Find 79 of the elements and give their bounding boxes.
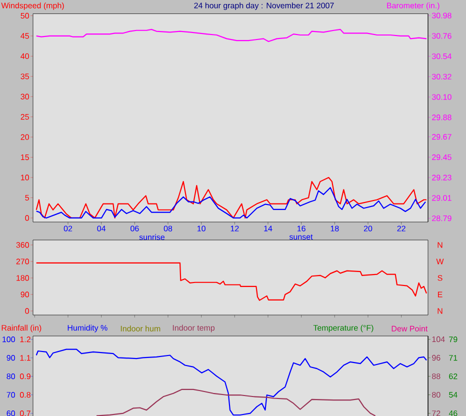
y-tick-label: 270 — [16, 258, 29, 264]
text: Rainfall (in) — [2, 324, 42, 332]
y-tick-label: 40 — [20, 53, 29, 60]
y2-axis-title: Barometer (in.) — [387, 2, 440, 10]
y-tick-label: 100 — [2, 336, 15, 342]
y-tick-label: 35 — [20, 74, 29, 80]
line-series — [36, 187, 426, 219]
y2-tick-label: 104 — [432, 336, 445, 342]
y2-tick-label: 88 — [432, 373, 440, 380]
text: 0.8 — [20, 392, 30, 398]
y3-tick-label: 62 — [449, 373, 458, 380]
y-tick-label: 15 — [21, 154, 29, 160]
y2-tick-label: 96 — [432, 354, 440, 361]
y2-tick-label: 30.54 — [432, 53, 452, 60]
text: Indoor hum — [120, 326, 160, 332]
y-tick-label: 25 — [20, 114, 29, 120]
text: N — [438, 308, 442, 314]
y2-tick-label: 29.88 — [432, 114, 452, 120]
text: Indoor temp — [172, 324, 215, 332]
text: S — [438, 275, 442, 281]
y2-tick-label: 30.32 — [432, 74, 452, 80]
y2-tick-label: 29.01 — [432, 195, 452, 201]
x-tick-label: 02 — [64, 226, 72, 232]
line-series — [36, 348, 428, 416]
y2-tick-label: 29.45 — [432, 154, 452, 160]
text: 1.1 — [20, 355, 30, 361]
x-tick-label: 08 — [164, 226, 172, 232]
x-tick-label: 06 — [130, 226, 139, 232]
y-tick-label: 180 — [16, 275, 29, 281]
y3-tick-label: 79 — [449, 336, 458, 342]
x-tick-label: 04 — [97, 226, 106, 232]
y-tick-label: 360 — [16, 242, 29, 248]
line-series — [36, 262, 428, 301]
y2-tick-label: 72 — [432, 410, 440, 416]
y2-tick-label: 30.76 — [432, 33, 452, 39]
y2-tick-label: 29.23 — [432, 174, 452, 180]
x-tick-label: 10 — [198, 226, 206, 232]
line-series — [36, 176, 428, 219]
y2-tick-label: 80 — [432, 392, 440, 398]
text: 0.7 — [20, 410, 30, 416]
text: E — [438, 292, 442, 298]
y-tick-label: 20 — [20, 134, 29, 140]
y2-tick-label: 30.98 — [432, 12, 452, 18]
x-tick-label: 12 — [230, 226, 239, 232]
text: sunrise — [139, 234, 165, 240]
x-tick-label: 20 — [364, 226, 372, 232]
x-tick-label: 14 — [264, 226, 272, 232]
x-tick-label: 16 — [298, 226, 306, 232]
text: N — [438, 242, 442, 248]
x-tick-label: 18 — [330, 226, 339, 232]
text: sunset — [289, 234, 313, 240]
y-tick-label: 45 — [20, 33, 29, 39]
y-tick-label: 0 — [25, 308, 29, 314]
y-tick-label: 70 — [6, 392, 15, 398]
y3-axis-title: Temperature (°F) — [313, 324, 374, 332]
x-tick-label: 22 — [397, 226, 406, 232]
text: Dew Point — [392, 326, 428, 332]
y-tick-label: 30 — [20, 94, 29, 100]
text: Humidity % — [68, 324, 108, 332]
line-series — [96, 388, 376, 416]
y-tick-label: 90 — [20, 292, 29, 298]
text: 1.2 — [20, 336, 30, 342]
y2-tick-label: 28.79 — [432, 215, 452, 222]
y-tick-label: 80 — [6, 374, 15, 380]
y2-tick-label: 30.10 — [432, 94, 452, 100]
y-axis-title: Windspeed (mph) — [1, 2, 64, 10]
y-tick-label: 60 — [6, 410, 15, 416]
y-tick-label: 50 — [20, 12, 29, 19]
y-tick-label: 0 — [25, 215, 29, 221]
y-tick-label: 10 — [21, 174, 29, 180]
y3-tick-label: 54 — [449, 392, 458, 398]
text: 0.9 — [20, 374, 30, 380]
y3-tick-label: 71 — [449, 355, 458, 361]
chart-title: 24 hour graph day : November 21 2007 — [194, 2, 334, 10]
y-tick-label: 5 — [25, 194, 29, 201]
text: W — [436, 258, 444, 264]
y3-tick-label: 46 — [448, 410, 458, 416]
y2-tick-label: 29.67 — [432, 134, 452, 140]
y-tick-label: 90 — [6, 355, 15, 361]
